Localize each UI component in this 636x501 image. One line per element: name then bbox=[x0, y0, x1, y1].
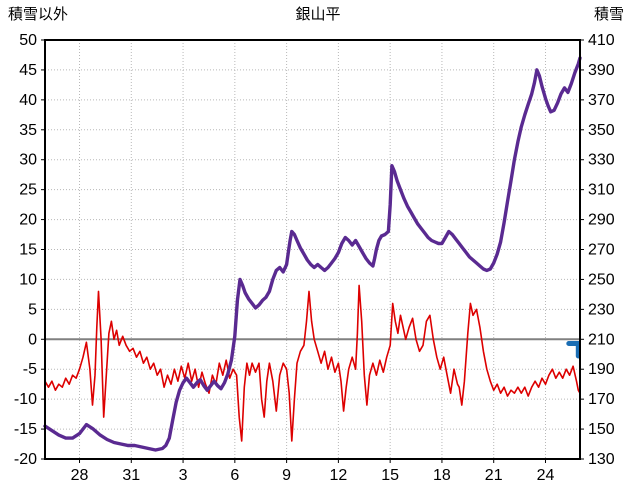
left-axis-tick-label: 25 bbox=[19, 182, 37, 199]
chart-title: 銀山平 bbox=[295, 6, 341, 23]
left-axis-tick-label: 10 bbox=[19, 271, 37, 288]
left-axis-tick-label: 20 bbox=[19, 212, 37, 229]
left-axis-tick-label: 50 bbox=[19, 32, 37, 49]
left-axis-tick-label: 0 bbox=[28, 331, 37, 348]
right-axis-tick-label: 210 bbox=[588, 331, 615, 348]
right-axis-title: 積雪 bbox=[593, 6, 624, 23]
right-axis-tick-label: 270 bbox=[588, 242, 615, 259]
right-axis-tick-label: 330 bbox=[588, 152, 615, 169]
x-axis-tick-label: 18 bbox=[433, 467, 451, 484]
left-axis-tick-label: 40 bbox=[19, 92, 37, 109]
right-axis-tick-label: 250 bbox=[588, 271, 615, 288]
right-axis-tick-label: 390 bbox=[588, 62, 615, 79]
x-axis-tick-label: 31 bbox=[122, 467, 140, 484]
right-axis-tick-label: 230 bbox=[588, 301, 615, 318]
series-line-red bbox=[44, 284, 581, 442]
right-axis-tick-label: 410 bbox=[588, 32, 615, 49]
right-axis-tick-label: 350 bbox=[588, 122, 615, 139]
x-axis-tick-label: 21 bbox=[485, 467, 503, 484]
left-axis-tick-label: -20 bbox=[14, 451, 37, 468]
left-axis-title: 積雪以外 bbox=[8, 6, 69, 23]
right-axis-tick-label: 130 bbox=[588, 451, 615, 468]
right-axis-tick-label: 290 bbox=[588, 212, 615, 229]
left-axis-tick-label: 15 bbox=[19, 242, 37, 259]
x-axis-tick-label: 12 bbox=[329, 467, 347, 484]
series-line-blue bbox=[566, 341, 581, 359]
x-axis-tick-label: 24 bbox=[537, 467, 555, 484]
x-axis-tick-label: 3 bbox=[179, 467, 188, 484]
right-axis-tick-label: 190 bbox=[588, 361, 615, 378]
right-axis-tick-label: 370 bbox=[588, 92, 615, 109]
right-axis-tick-label: 150 bbox=[588, 421, 615, 438]
x-axis-tick-label: 9 bbox=[282, 467, 291, 484]
right-axis-tick-label: 310 bbox=[588, 182, 615, 199]
x-axis-tick-label: 6 bbox=[230, 467, 239, 484]
left-axis-tick-label: 30 bbox=[19, 152, 37, 169]
right-axis-tick-label: 170 bbox=[588, 391, 615, 408]
left-axis-tick-label: 35 bbox=[19, 122, 37, 139]
left-axis-tick-label: -15 bbox=[14, 421, 37, 438]
series-line-purple bbox=[43, 56, 582, 452]
left-axis-tick-label: -10 bbox=[14, 391, 37, 408]
left-axis-tick-label: 45 bbox=[19, 62, 37, 79]
x-axis-tick-label: 15 bbox=[381, 467, 399, 484]
x-axis-tick-label: 28 bbox=[71, 467, 89, 484]
left-axis-tick-label: -5 bbox=[23, 361, 37, 378]
left-axis-tick-label: 5 bbox=[28, 301, 37, 318]
